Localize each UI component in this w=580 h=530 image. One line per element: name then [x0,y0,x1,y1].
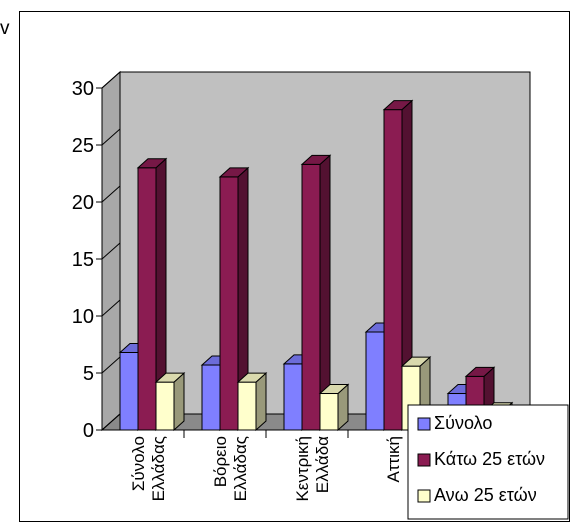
legend-swatch [417,417,431,431]
bar [155,381,175,431]
bar [283,363,303,431]
bar [137,167,157,431]
y-tick-label: 5 [83,363,94,385]
bar-side [255,371,267,432]
bar-top [318,384,350,395]
bar-top [464,366,496,377]
y-tick-depth [101,356,121,374]
bar-top [236,372,268,383]
bar [365,331,385,431]
y-tick-depth [101,413,121,431]
x-tick-label: Αττική [384,436,403,483]
y-tick-label: 10 [72,306,94,328]
y-tick-label: 30 [72,78,94,100]
legend-box [407,404,569,520]
legend-swatch [417,453,431,467]
bar-top [218,167,250,178]
bar-top [136,158,168,169]
bar [319,393,339,431]
x-tick-label: ΣύνολοΕλλάδας [129,436,168,501]
bar [119,351,139,431]
y-tick-depth [101,128,121,146]
legend-label: Κάτω 25 ετών [434,449,545,469]
y-tick-label: 20 [72,192,94,214]
y-tick-label: 0 [83,420,94,442]
bar [301,163,321,431]
legend-label: Σύνολο [434,413,492,433]
chart-border [19,11,570,522]
y-tick-label: 25 [72,135,94,157]
bar-top [154,372,186,383]
bar-top [300,154,332,165]
bar [219,176,239,431]
bar [237,381,257,431]
y-tick-depth [101,185,121,203]
x-tick-label: ΒόρειοΕλλάδας [211,436,250,501]
bar-top [382,100,414,111]
x-tick-label: ΚεντρικήΕλλάδα [293,436,332,502]
clipped-text: v [0,18,10,39]
bar-top [400,356,432,367]
bar [383,109,403,431]
bar [201,364,221,431]
legend-label: Ανω 25 ετών [434,485,537,505]
y-tick-depth [101,242,121,260]
y-tick-label: 15 [72,249,94,271]
y-tick-depth [101,71,121,89]
legend-swatch [417,489,431,503]
y-tick-depth [101,299,121,317]
bar-side [173,371,185,432]
